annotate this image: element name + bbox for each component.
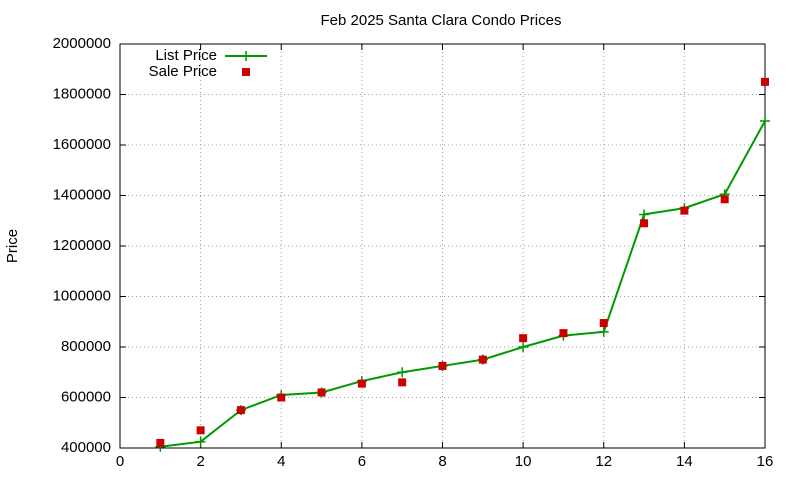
point (195, 436, 206, 447)
point (680, 206, 689, 215)
y-tick-label: 2000000 (53, 35, 111, 52)
series-line (160, 120, 766, 448)
point (398, 378, 407, 387)
point (438, 361, 447, 370)
x-tick-label: 16 (757, 453, 774, 470)
x-tick-label: 8 (438, 453, 446, 470)
point (598, 326, 609, 337)
y-tick-label: 600000 (61, 388, 111, 405)
y-tick-label: 800000 (61, 338, 111, 355)
plot-border (119, 43, 766, 449)
point (639, 209, 650, 220)
point (317, 388, 326, 397)
x-tick-label: 10 (515, 453, 532, 470)
point (720, 195, 729, 204)
y-tick-label: 400000 (61, 439, 111, 456)
point (518, 342, 529, 352)
point (478, 355, 487, 364)
x-tick-label: 14 (676, 453, 693, 470)
x-tick-label: 6 (358, 453, 366, 470)
legend-marker (241, 51, 251, 61)
point (196, 426, 205, 435)
y-tick-label: 1600000 (53, 136, 111, 153)
point (156, 438, 165, 447)
point (559, 329, 568, 338)
y-tick-label: 1800000 (53, 85, 111, 102)
legend-label: List Price (155, 47, 217, 64)
point (357, 379, 366, 388)
y-tick-label: 1000000 (53, 287, 111, 304)
x-tick-label: 0 (116, 453, 124, 470)
point (519, 334, 528, 343)
point (640, 219, 649, 228)
legend-label: Sale Price (149, 63, 217, 80)
point (236, 406, 245, 415)
legend-marker (242, 68, 250, 76)
x-tick-label: 4 (277, 453, 285, 470)
point (761, 77, 769, 86)
point (599, 319, 608, 328)
point (760, 116, 770, 127)
point (277, 393, 286, 402)
x-tick-label: 12 (595, 453, 612, 470)
y-tick-label: 1400000 (53, 186, 111, 203)
y-axis-label: Price (4, 229, 21, 263)
x-tick-label: 2 (196, 453, 204, 470)
y-tick-label: 1200000 (53, 237, 111, 254)
point (397, 367, 408, 378)
chart-title: Feb 2025 Santa Clara Condo Prices (321, 12, 562, 29)
